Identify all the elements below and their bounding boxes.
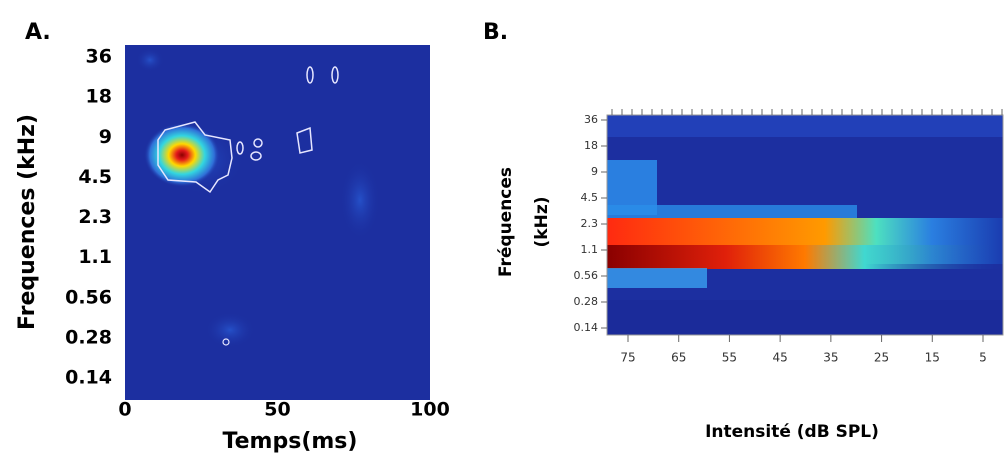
y-axis-title: Fréquences — [496, 167, 516, 277]
y-tick-label: 0.14 — [65, 367, 112, 389]
x-tick-label: 25 — [874, 351, 889, 365]
x-tick-label: 55 — [722, 351, 737, 365]
y-tick-label: 1.1 — [581, 243, 599, 256]
x-tick-label: 5 — [979, 351, 987, 365]
y-tick-label: 18 — [86, 86, 112, 108]
heatmap-b — [606, 114, 1004, 336]
x-tick-label: 45 — [773, 351, 788, 365]
y-tick-label: 4.5 — [78, 166, 112, 188]
x-tick-label: 100 — [410, 399, 450, 421]
y-tick-label: 2.3 — [581, 217, 599, 230]
x-tick-label: 50 — [264, 399, 290, 421]
x-tick-label: 0 — [118, 399, 131, 421]
y-tick-label: 9 — [591, 165, 598, 178]
x-tick-label: 35 — [823, 351, 838, 365]
y-tick-label: 2.3 — [78, 206, 112, 228]
panel-label: B. — [483, 20, 508, 45]
y-axis-title: (kHz) — [532, 197, 552, 248]
y-tick-label: 0.28 — [574, 295, 599, 308]
y-tick-label: 0.56 — [65, 286, 112, 308]
panel-label: A. — [25, 20, 51, 45]
y-tick-label: 36 — [584, 113, 598, 126]
x-tick-label: 65 — [671, 351, 686, 365]
y-tick-label: 4.5 — [581, 191, 599, 204]
y-tick-label: 1.1 — [78, 246, 112, 268]
y-tick-label: 0.14 — [574, 321, 599, 334]
y-tick-label: 0.28 — [65, 326, 112, 348]
heatmap-a — [125, 45, 430, 400]
y-tick-label: 36 — [86, 46, 112, 68]
y-tick-label: 18 — [584, 139, 598, 152]
x-tick-label: 75 — [620, 351, 635, 365]
y-axis-title: Frequences (kHz) — [15, 114, 40, 330]
y-tick-label: 0.56 — [574, 269, 599, 282]
x-axis-title: Intensité (dB SPL) — [705, 422, 879, 442]
x-axis-title: Temps(ms) — [223, 429, 358, 454]
x-tick-label: 15 — [925, 351, 940, 365]
y-tick-label: 9 — [99, 126, 112, 148]
